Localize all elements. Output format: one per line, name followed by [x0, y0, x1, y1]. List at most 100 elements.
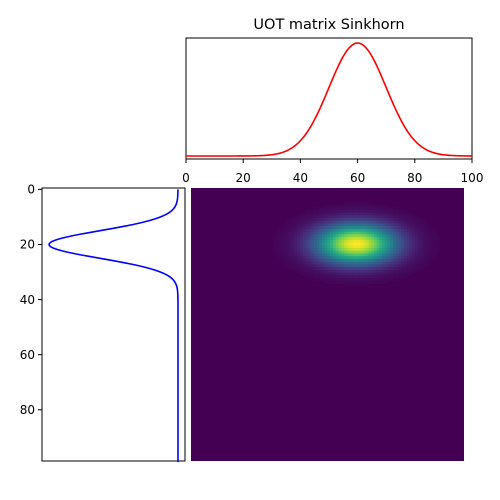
heatmap-cell	[365, 269, 369, 274]
heatmap-cell	[352, 201, 356, 205]
heatmap-cell	[395, 256, 399, 260]
heatmap-cell	[354, 239, 358, 243]
heatmap-cell	[371, 209, 375, 213]
heatmap-cell	[409, 218, 413, 222]
heatmap-cell	[324, 237, 328, 241]
heatmap-cell	[382, 239, 386, 243]
heatmap-cell	[357, 269, 361, 274]
heatmap-cell	[420, 220, 424, 224]
heatmap-cell	[368, 278, 372, 282]
heatmap-cell	[313, 226, 317, 230]
heatmap-cell	[398, 256, 402, 260]
heatmap-cell	[330, 239, 334, 243]
heatmap-cell	[354, 218, 358, 222]
heatmap-cell	[308, 269, 312, 274]
heatmap-cell	[401, 272, 405, 276]
heatmap-cell	[368, 231, 372, 235]
y-tick: 0	[27, 183, 42, 197]
heatmap-cell	[362, 280, 367, 284]
heatmap-cell	[324, 220, 328, 224]
heatmap-cell	[373, 242, 378, 246]
heatmap-cell	[352, 218, 356, 222]
heatmap-cell	[403, 234, 408, 238]
heatmap-cell	[428, 245, 432, 249]
heatmap-cell	[294, 231, 298, 235]
heatmap-cell	[319, 239, 323, 243]
heatmap-cell	[292, 237, 296, 241]
heatmap-cell	[300, 253, 304, 257]
heatmap-cell	[278, 237, 282, 241]
heatmap-cell	[324, 212, 328, 216]
heatmap-cell	[371, 250, 375, 254]
heatmap-cell	[357, 283, 361, 287]
heatmap-cell	[354, 283, 358, 287]
y-tick-label: 40	[20, 293, 35, 307]
heatmap-cell	[403, 253, 408, 257]
heatmap-cell	[311, 258, 315, 263]
heatmap-cell	[354, 267, 358, 271]
heatmap-cell	[362, 223, 367, 227]
heatmap-cell	[302, 245, 307, 249]
heatmap-cell	[343, 269, 348, 274]
heatmap-cell	[319, 269, 323, 274]
heatmap-cell	[406, 272, 410, 276]
heatmap-cell	[390, 207, 394, 211]
heatmap-cell	[341, 261, 345, 265]
heatmap-cell	[327, 220, 331, 224]
heatmap-cell	[382, 258, 386, 263]
heatmap-cell	[294, 258, 298, 263]
heatmap-cell	[335, 280, 339, 284]
heatmap-cell	[308, 226, 312, 230]
heatmap-cell	[297, 223, 301, 227]
heatmap-cell	[425, 245, 429, 249]
heatmap-cell	[357, 215, 361, 219]
heatmap-cell	[281, 248, 285, 252]
heatmap-cell	[393, 267, 397, 271]
heatmap-cell	[341, 228, 345, 233]
heatmap-cell	[330, 275, 334, 279]
heatmap-cell	[417, 220, 421, 224]
heatmap-cell	[428, 239, 432, 243]
heatmap-cell	[387, 264, 391, 268]
heatmap-cell	[425, 256, 429, 260]
heatmap-cell	[423, 220, 427, 224]
heatmap-cell	[395, 258, 399, 263]
heatmap-cell	[346, 264, 350, 268]
heatmap-cell	[409, 264, 413, 268]
heatmap-cell	[294, 261, 298, 265]
heatmap-cell	[425, 223, 429, 227]
heatmap-cell	[313, 223, 317, 227]
heatmap-cell	[316, 220, 320, 224]
heatmap-cell	[305, 275, 309, 279]
heatmap-cell	[393, 272, 397, 276]
heatmap-cell	[365, 280, 369, 284]
heatmap-cell	[384, 250, 388, 254]
heatmap-cell	[390, 253, 394, 257]
heatmap-cell	[362, 204, 367, 208]
heatmap-cell	[292, 267, 296, 271]
heatmap-cell	[406, 228, 410, 233]
heatmap-cell	[393, 253, 397, 257]
heatmap-cell	[346, 283, 350, 287]
heatmap-cell	[297, 261, 301, 265]
heatmap-cell	[311, 234, 315, 238]
heatmap-cell	[327, 234, 331, 238]
heatmap-cell	[327, 278, 331, 282]
heatmap-cell	[379, 264, 383, 268]
heatmap-cell	[305, 248, 309, 252]
heatmap-cell	[376, 250, 380, 254]
heatmap-cell	[311, 218, 315, 222]
x-tick: 100	[461, 159, 483, 185]
heatmap-cell	[403, 264, 408, 268]
heatmap-cell	[371, 267, 375, 271]
heatmap-cell	[343, 220, 348, 224]
heatmap-cell	[322, 234, 326, 238]
heatmap-cell	[300, 269, 304, 274]
heatmap-cell	[382, 250, 386, 254]
heatmap-cell	[343, 256, 348, 260]
heatmap-cell	[384, 278, 388, 282]
heatmap-cell	[423, 226, 427, 230]
heatmap-cell	[330, 228, 334, 233]
heatmap-cell	[300, 261, 304, 265]
heatmap-cell	[332, 242, 337, 246]
